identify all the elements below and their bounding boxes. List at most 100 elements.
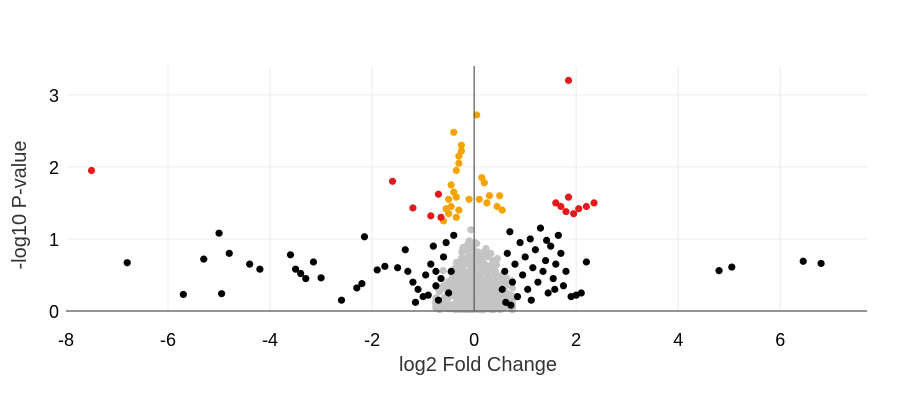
point-orange xyxy=(475,195,483,203)
point-black xyxy=(582,258,590,266)
point-not-significant xyxy=(485,289,494,297)
axes xyxy=(66,66,867,312)
point-black xyxy=(439,253,448,261)
point-black xyxy=(507,301,515,309)
point-black xyxy=(360,233,369,241)
point-not-significant xyxy=(435,288,443,296)
point-not-significant xyxy=(482,244,490,253)
point-not-significant xyxy=(459,280,467,288)
point-not-significant xyxy=(481,296,489,304)
point-black xyxy=(539,267,547,275)
point-black xyxy=(422,271,430,279)
point-orange xyxy=(493,202,501,211)
point-orange xyxy=(483,199,491,207)
point-not-significant xyxy=(489,256,497,265)
y-tick-label: 0 xyxy=(49,302,59,322)
point-not-significant xyxy=(472,261,480,269)
point-red xyxy=(437,213,445,221)
y-axis-title: -log10 P-value xyxy=(9,141,31,270)
point-black xyxy=(534,278,542,286)
x-tick-label: -6 xyxy=(160,330,176,350)
point-black xyxy=(799,257,807,265)
point-red xyxy=(590,199,598,207)
point-orange xyxy=(473,111,481,119)
point-red xyxy=(557,202,565,211)
point-red xyxy=(552,199,560,207)
point-black xyxy=(524,285,532,293)
point-black xyxy=(519,271,527,279)
point-orange xyxy=(445,210,453,218)
point-black xyxy=(427,260,435,268)
point-not-significant xyxy=(476,272,484,280)
point-orange xyxy=(485,192,494,200)
point-black xyxy=(358,280,366,288)
point-not-significant xyxy=(484,268,492,276)
point-black xyxy=(432,267,440,275)
point-black xyxy=(559,282,568,290)
point-red xyxy=(427,212,435,220)
point-not-significant xyxy=(448,275,456,283)
point-black xyxy=(442,238,450,247)
point-black xyxy=(256,265,264,273)
point-black xyxy=(554,231,562,239)
point-not-significant xyxy=(462,286,470,294)
point-black xyxy=(200,255,208,263)
point-black xyxy=(557,249,565,257)
point-orange xyxy=(447,181,455,189)
point-not-significant xyxy=(462,254,471,262)
point-red xyxy=(582,202,590,211)
point-black xyxy=(317,274,325,282)
point-not-significant xyxy=(487,249,495,257)
point-not-significant xyxy=(473,239,481,248)
point-orange xyxy=(498,206,506,214)
point-black xyxy=(498,285,506,293)
point-black xyxy=(286,251,295,259)
point-not-significant xyxy=(491,269,499,278)
point-orange xyxy=(452,213,460,221)
point-not-significant xyxy=(452,296,461,304)
point-red xyxy=(409,204,417,212)
point-not-significant xyxy=(459,243,467,252)
y-tick-label: 1 xyxy=(49,230,59,250)
point-not-significant xyxy=(454,289,462,297)
point-orange xyxy=(455,206,463,214)
point-black xyxy=(531,246,539,254)
point-orange xyxy=(480,179,488,187)
point-not-significant xyxy=(501,292,509,300)
point-black xyxy=(728,263,736,271)
point-not-significant xyxy=(476,301,484,310)
point-orange xyxy=(452,193,460,201)
point-black xyxy=(544,289,552,297)
point-not-significant xyxy=(475,285,483,293)
point-black xyxy=(215,229,223,237)
point-black xyxy=(511,260,519,268)
point-black xyxy=(409,278,417,286)
point-black xyxy=(424,291,432,299)
point-black xyxy=(179,290,187,299)
point-black xyxy=(291,265,300,273)
point-red xyxy=(575,205,583,213)
point-not-significant xyxy=(471,292,479,300)
point-black xyxy=(404,267,412,275)
point-black xyxy=(297,269,305,278)
point-black xyxy=(506,228,514,236)
point-black xyxy=(437,274,445,283)
point-red xyxy=(570,210,578,218)
point-red xyxy=(388,177,397,185)
point-black xyxy=(434,296,443,304)
point-not-significant xyxy=(465,301,473,309)
point-black xyxy=(552,260,560,268)
point-red xyxy=(564,76,573,85)
point-black xyxy=(536,224,545,232)
point-orange xyxy=(452,166,460,175)
point-not-significant xyxy=(467,226,475,234)
point-orange xyxy=(445,195,453,203)
point-black xyxy=(246,260,254,268)
point-black xyxy=(123,259,131,267)
point-not-significant xyxy=(446,283,454,291)
point-red xyxy=(434,190,443,198)
point-black xyxy=(450,231,458,239)
y-tick-label: 2 xyxy=(49,158,59,178)
point-black xyxy=(817,259,825,268)
point-black xyxy=(401,246,409,254)
